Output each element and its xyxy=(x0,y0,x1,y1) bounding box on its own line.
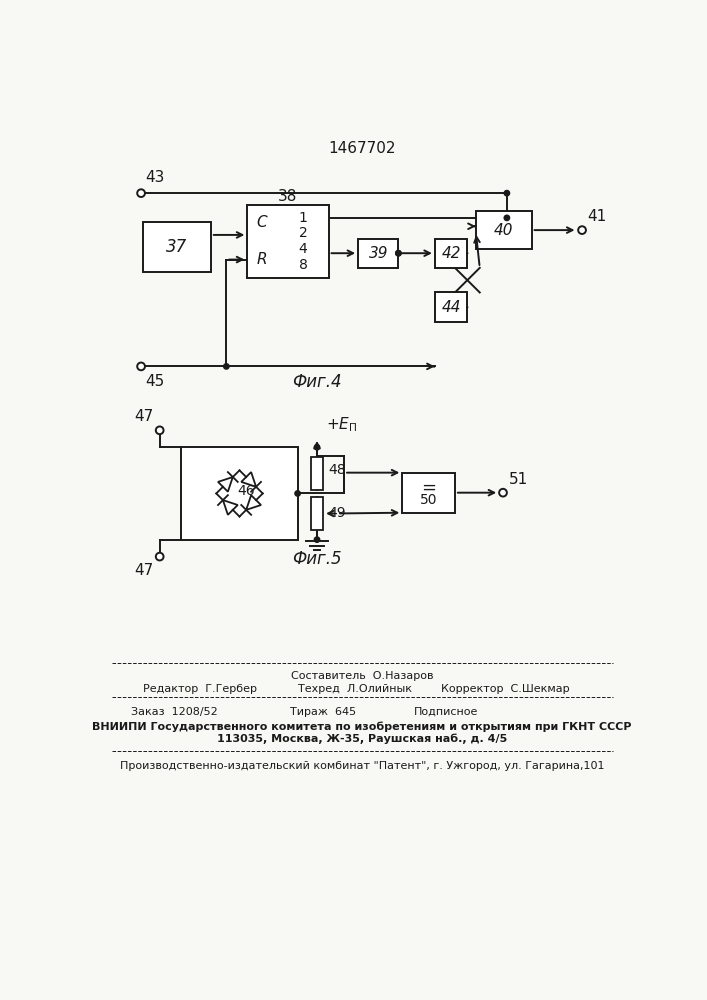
Text: 47: 47 xyxy=(134,563,153,578)
Circle shape xyxy=(137,189,145,197)
Text: 42: 42 xyxy=(441,246,461,261)
Bar xyxy=(476,211,532,249)
Text: 48: 48 xyxy=(328,463,346,477)
Text: Редактор  Г.Гербер: Редактор Г.Гербер xyxy=(143,684,257,694)
Circle shape xyxy=(504,190,510,196)
Bar xyxy=(358,239,398,268)
Text: 49: 49 xyxy=(328,506,346,520)
Text: 51: 51 xyxy=(508,472,527,487)
Bar xyxy=(182,447,298,540)
Circle shape xyxy=(315,537,320,542)
Text: 1467702: 1467702 xyxy=(328,141,396,156)
Circle shape xyxy=(578,226,586,234)
Text: 46: 46 xyxy=(237,484,255,498)
Circle shape xyxy=(156,553,163,560)
Text: 40: 40 xyxy=(494,223,513,238)
Text: Составитель  О.Назаров: Составитель О.Назаров xyxy=(291,671,433,681)
Text: 45: 45 xyxy=(146,374,165,389)
Text: Производственно-издательский комбинат "Патент", г. Ужгород, ул. Гагарина,101: Производственно-издательский комбинат "П… xyxy=(119,761,604,771)
Text: 44: 44 xyxy=(441,300,461,315)
Text: Корректор  С.Шекмар: Корректор С.Шекмар xyxy=(441,684,570,694)
Circle shape xyxy=(396,251,401,256)
Circle shape xyxy=(295,491,300,496)
Text: 47: 47 xyxy=(134,409,153,424)
Circle shape xyxy=(315,445,320,450)
Bar xyxy=(435,239,467,268)
Text: 38: 38 xyxy=(279,189,298,204)
Text: 2: 2 xyxy=(298,226,308,240)
Text: R: R xyxy=(257,252,267,267)
Bar xyxy=(311,457,323,490)
Text: 41: 41 xyxy=(588,209,607,224)
Bar xyxy=(402,473,455,513)
Circle shape xyxy=(504,215,510,221)
Circle shape xyxy=(137,363,145,370)
Bar xyxy=(435,292,467,322)
Text: 4: 4 xyxy=(298,242,308,256)
Text: 37: 37 xyxy=(166,238,187,256)
Bar xyxy=(247,205,329,278)
Text: Тираж  645: Тираж 645 xyxy=(290,707,356,717)
Circle shape xyxy=(156,426,163,434)
Text: Фиг.5: Фиг.5 xyxy=(292,550,341,568)
Circle shape xyxy=(396,251,401,256)
Text: C: C xyxy=(257,215,267,230)
Text: Техред  Л.Олийнык: Техред Л.Олийнык xyxy=(298,684,411,694)
Text: 113035, Москва, Ж-35, Раушская наб., д. 4/5: 113035, Москва, Ж-35, Раушская наб., д. … xyxy=(217,734,507,744)
Text: 39: 39 xyxy=(368,246,388,261)
Text: ВНИИПИ Государственного комитета по изобретениям и открытиям при ГКНТ СССР: ВНИИПИ Государственного комитета по изоб… xyxy=(92,721,631,732)
Text: 8: 8 xyxy=(298,258,308,272)
Text: 1: 1 xyxy=(298,211,308,225)
Text: Заказ  1208/52: Заказ 1208/52 xyxy=(131,707,218,717)
Bar xyxy=(143,222,211,272)
Text: =: = xyxy=(421,479,436,497)
Text: 50: 50 xyxy=(420,493,438,507)
Text: 43: 43 xyxy=(146,170,165,185)
Text: Фиг.4: Фиг.4 xyxy=(292,373,341,391)
Text: $+E_{\Pi}$: $+E_{\Pi}$ xyxy=(327,415,358,434)
Circle shape xyxy=(223,364,229,369)
Text: Подписное: Подписное xyxy=(414,707,478,717)
Bar xyxy=(311,497,323,530)
Circle shape xyxy=(499,489,507,497)
